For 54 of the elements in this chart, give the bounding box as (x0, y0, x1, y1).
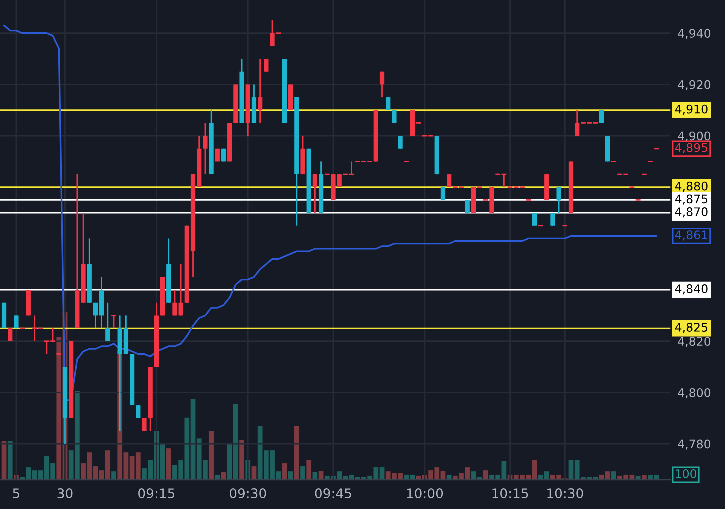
x-tick-label: 30 (58, 488, 73, 499)
candlestick (550, 212, 556, 227)
x-tick-label: 09:45 (315, 488, 352, 499)
data-label: 4,861 (675, 230, 708, 241)
bar (294, 426, 300, 480)
ref-line-label: 4,825 (675, 323, 708, 334)
bar (483, 470, 488, 480)
candlestick (532, 212, 537, 227)
candlestick (264, 58, 269, 73)
bar (240, 440, 244, 480)
x-tick-label: 09:30 (230, 488, 266, 499)
candlestick (203, 122, 208, 176)
bar (282, 464, 288, 480)
bar (112, 472, 116, 480)
bar (215, 474, 220, 480)
candlestick (386, 96, 391, 112)
line-series (3, 24, 658, 402)
candlestick (312, 174, 318, 214)
ref-line-label: 4,870 (675, 208, 708, 218)
bar (611, 472, 616, 480)
x-tick-label: 10:15 (492, 488, 528, 499)
bar (166, 448, 172, 480)
candlestick (556, 186, 562, 214)
y-tick-label: 4,780 (678, 440, 711, 450)
text: 4,895 (675, 143, 708, 154)
y-tick-label: 4,820 (678, 337, 711, 348)
y-tick-label: 4,800 (678, 388, 711, 399)
candlestick (465, 200, 470, 214)
y-tick-label: 4,940 (678, 29, 711, 40)
bar (8, 441, 13, 480)
bar (300, 466, 306, 480)
x-tick-label: 09:15 (138, 488, 175, 499)
x-tick-label: 10:30 (548, 488, 584, 499)
candlestick (398, 135, 403, 150)
bar (306, 460, 312, 480)
ref-line-label: 4,880 (675, 182, 708, 192)
ref-line-label: 4,840 (675, 284, 708, 295)
y-tick-label: 4,900 (678, 132, 711, 142)
text: 100 (676, 469, 697, 478)
candlestick (106, 302, 110, 342)
bar (209, 431, 214, 480)
candlestick (380, 71, 385, 98)
candlestick (8, 328, 13, 342)
ref-line-label: 4,910 (675, 104, 708, 115)
x-tick-label: 10:00 (407, 488, 444, 499)
bar (642, 474, 647, 480)
candlestick (14, 315, 19, 330)
candlestick (136, 404, 141, 420)
bar (446, 474, 452, 480)
ref-line-label: 4,875 (675, 194, 708, 205)
x-tick-label: 5 (13, 488, 20, 499)
candlestick (258, 58, 263, 124)
candlestick (110, 315, 118, 330)
y-tick-label: 4,920 (678, 80, 711, 91)
